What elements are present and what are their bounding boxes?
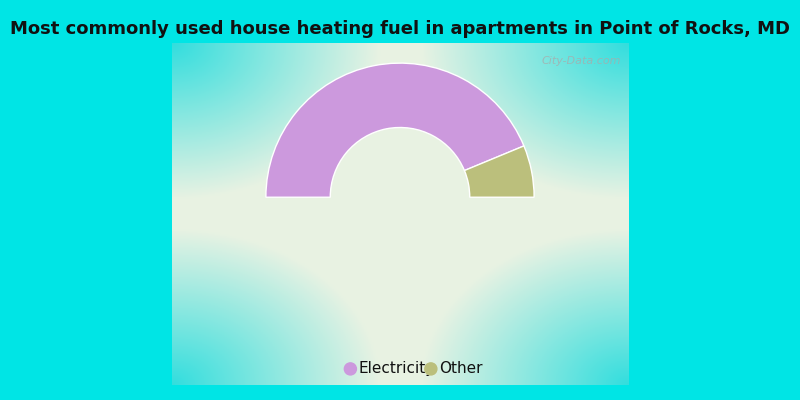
Text: Electricity: Electricity [358, 362, 434, 376]
Circle shape [344, 363, 357, 375]
Text: Other: Other [439, 362, 482, 376]
Circle shape [425, 363, 437, 375]
Text: Most commonly used house heating fuel in apartments in Point of Rocks, MD: Most commonly used house heating fuel in… [10, 20, 790, 38]
Wedge shape [465, 146, 534, 197]
Wedge shape [266, 63, 524, 197]
Text: City-Data.com: City-Data.com [542, 56, 622, 66]
